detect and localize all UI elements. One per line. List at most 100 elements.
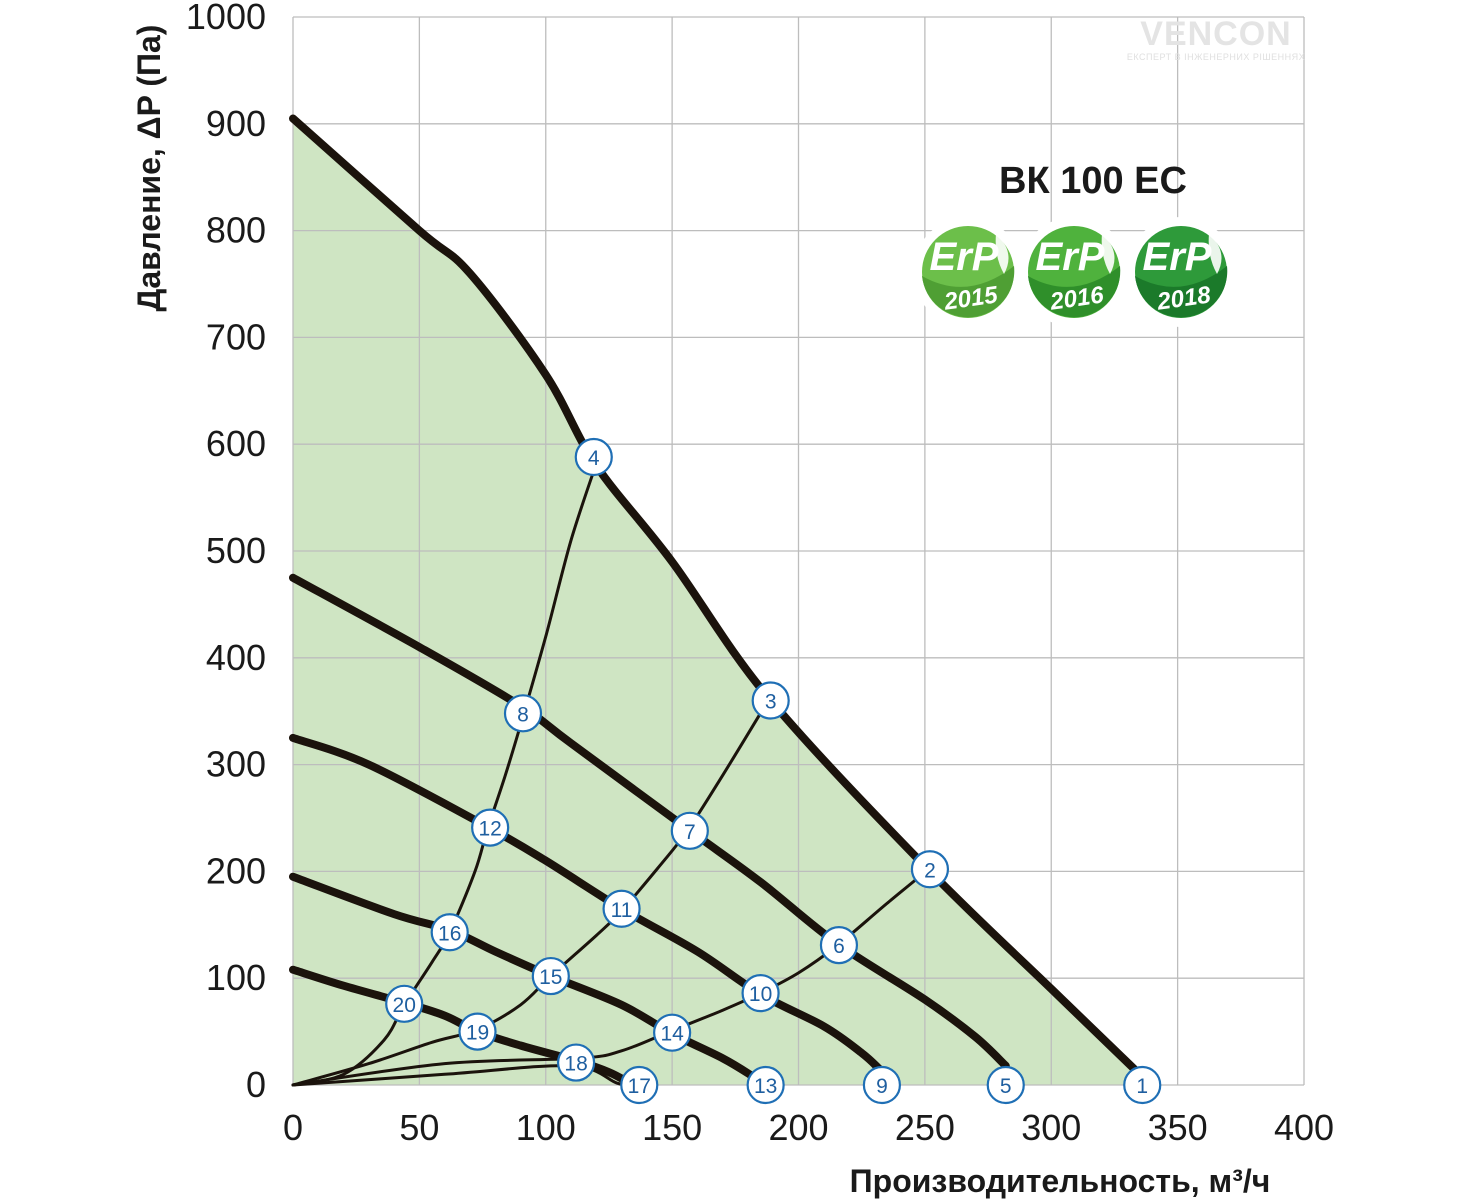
curve-marker: 6 [819, 925, 859, 965]
curve-marker: 4 [574, 437, 613, 477]
marker-label: 15 [539, 966, 562, 989]
y-tick-label: 500 [206, 530, 266, 571]
x-tick-label: 100 [516, 1107, 576, 1148]
operating-area [293, 118, 1140, 1085]
brand-logo: VENCON ЕКСПЕРТ В ІНЖЕНЕРНИХ РІШЕННЯХ [1127, 15, 1305, 62]
y-tick-label: 1000 [186, 0, 266, 37]
marker-circle [751, 681, 790, 720]
marker-circle [471, 808, 510, 847]
curve-marker: 13 [746, 1065, 785, 1105]
curve-marker: 16 [430, 913, 469, 952]
curve-marker: 5 [986, 1065, 1025, 1105]
marker-label: 9 [876, 1075, 888, 1098]
brand-tagline: ЕКСПЕРТ В ІНЖЕНЕРНИХ РІШЕННЯХ [1127, 52, 1305, 62]
model-title: ВК 100 ЕС [999, 160, 1187, 202]
badge-erp-text: ErP [930, 235, 999, 279]
curve-marker: 14 [653, 1013, 692, 1052]
marker-label: 20 [393, 994, 416, 1017]
curve-marker: 11 [602, 889, 641, 928]
y-tick-label: 300 [206, 744, 266, 785]
y-axis-label: Давление, ΔP (Па) [131, 25, 167, 312]
x-axis-ticks: 0 50 100 150 200 250 300 350 400 [283, 1107, 1334, 1148]
badge-swoosh [1135, 266, 1228, 318]
system-curve [291, 461, 598, 1087]
curve-marker: 12 [471, 808, 510, 847]
y-tick-label: 200 [206, 850, 266, 891]
x-tick-label: 200 [768, 1107, 828, 1148]
marker-circle [986, 1065, 1025, 1105]
curve-marker: 17 [620, 1065, 659, 1105]
badge-leaf [1101, 234, 1115, 274]
marker-label: 11 [611, 899, 633, 922]
x-tick-label: 350 [1148, 1107, 1208, 1148]
x-tick-label: 300 [1021, 1107, 1081, 1148]
y-tick-label: 900 [206, 103, 266, 144]
curve-marker: 9 [862, 1065, 902, 1105]
badge-swoosh [922, 266, 1015, 318]
curve-marker: 2 [910, 850, 950, 889]
marker-label: 5 [1000, 1075, 1012, 1098]
marker-label: 7 [684, 821, 696, 844]
x-tick-label: 250 [895, 1107, 955, 1148]
curve-marker: 18 [556, 1043, 596, 1082]
y-axis-ticks: 0 100 200 300 400 500 600 700 800 900 1000 [186, 0, 266, 1105]
badge-erp-text: ErP [1143, 235, 1212, 279]
marker-circle [910, 850, 950, 889]
grid [292, 16, 1305, 1086]
x-tick-label: 0 [283, 1107, 303, 1148]
marker-circle [574, 437, 613, 477]
marker-label: 14 [660, 1023, 684, 1046]
marker-label: 19 [466, 1022, 489, 1045]
y-tick-label: 800 [206, 210, 266, 251]
x-tick-label: 50 [399, 1107, 439, 1148]
marker-label: 10 [749, 983, 772, 1006]
marker-label: 2 [924, 859, 936, 882]
marker-circle [819, 925, 859, 965]
curve-marker: 8 [503, 694, 543, 733]
marker-label: 1 [1136, 1075, 1148, 1098]
curve-marker: 19 [458, 1012, 497, 1051]
marker-circle [862, 1065, 902, 1105]
marker-label: 4 [588, 447, 600, 470]
marker-circle [1123, 1065, 1162, 1105]
curve-marker: 1 [1123, 1065, 1162, 1105]
marker-circle [430, 913, 469, 952]
marker-circle [746, 1065, 785, 1105]
marker-circle [556, 1043, 596, 1082]
y-tick-label: 400 [206, 637, 266, 678]
marker-circle [503, 694, 543, 733]
marker-circle [531, 956, 570, 996]
y-tick-label: 100 [206, 957, 266, 998]
marker-label: 6 [833, 935, 845, 958]
badge-leaf [1208, 234, 1222, 274]
marker-circle [385, 984, 424, 1023]
marker-label: 18 [564, 1053, 587, 1076]
marker-label: 13 [754, 1075, 777, 1098]
x-axis-label: Производительность, м³/ч [850, 1163, 1271, 1199]
fan-curve [289, 114, 1144, 1079]
badge-erp-text: ErP [1036, 235, 1105, 279]
curve-marker: 15 [531, 956, 570, 996]
marker-circle [653, 1013, 692, 1052]
operating-area-fill [293, 118, 1140, 1085]
marker-circle [458, 1012, 497, 1051]
x-tick-label: 150 [642, 1107, 702, 1148]
y-tick-label: 0 [246, 1064, 266, 1105]
marker-label: 16 [438, 922, 461, 945]
y-tick-label: 700 [206, 316, 266, 357]
curve-marker: 3 [751, 681, 790, 720]
curve-marker: 7 [670, 811, 709, 850]
brand-name: VENCON [1140, 15, 1291, 53]
system-curve [291, 1064, 631, 1087]
y-tick-label: 600 [206, 423, 266, 464]
marker-label: 12 [478, 818, 501, 841]
marker-circle [602, 889, 641, 928]
marker-circle [620, 1065, 659, 1105]
badge-swoosh [1028, 266, 1121, 318]
marker-label: 17 [628, 1075, 651, 1098]
